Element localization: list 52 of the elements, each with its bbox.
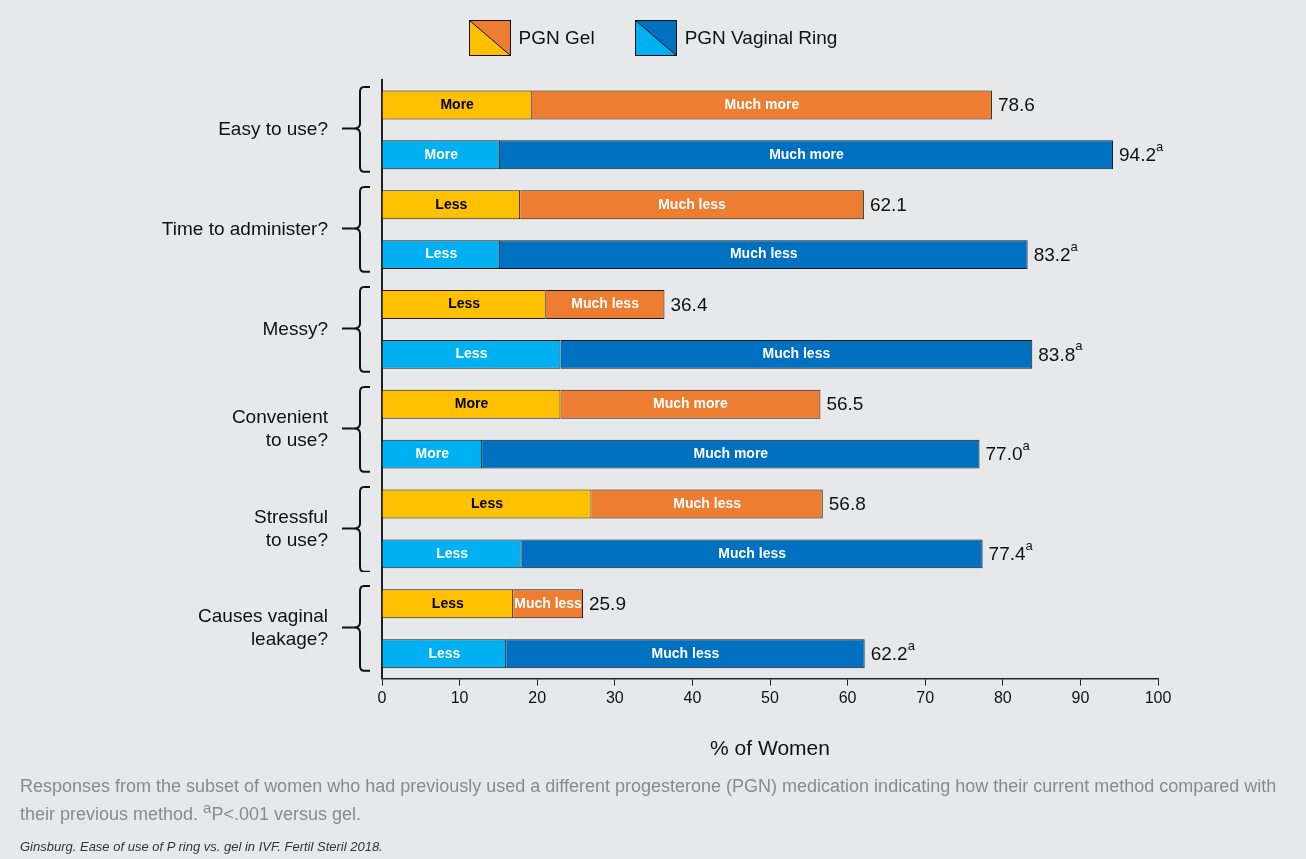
data-label: Less [436, 544, 469, 561]
data-label: Much less [658, 195, 727, 212]
data-label: Much less [651, 644, 720, 661]
y-tick-label: Easy to use? [218, 118, 328, 140]
x-tick-label: 30 [605, 688, 624, 706]
y-tick-label: Convenient to use? [231, 405, 329, 450]
data-label: Less [471, 494, 504, 511]
data-label: More [454, 395, 489, 412]
legend-label: PGN Vaginal Ring [684, 27, 838, 49]
data-label: Much less [729, 245, 798, 262]
x-tick-label: 80 [993, 688, 1012, 706]
data-label: More [415, 444, 450, 461]
total-label: 56.5 [826, 393, 864, 415]
x-tick-label: 20 [528, 688, 547, 706]
data-label: Much more [724, 95, 800, 112]
data-label: Much less [673, 494, 742, 511]
text: Responses from the subset of women who had previously used a different progesterone (PGN) medication indicating how their current method compared with their previous method. $^{a}$P<.001 versus gel. [20, 776, 1278, 825]
y-tick-label: Messy? [262, 317, 328, 339]
x-axis-title: % of Women [710, 736, 830, 760]
text: Ginsburg. Ease of use of P ring vs. gel in IVF. Fertil Steril 2018. [20, 839, 384, 854]
x-tick-label: 90 [1071, 688, 1090, 706]
total-label: 62.1 [869, 193, 907, 215]
x-tick-label: 40 [683, 688, 702, 706]
data-label: Much less [571, 295, 640, 312]
data-label: Much less [762, 345, 831, 362]
x-tick-label: 60 [838, 688, 857, 706]
x-tick-label: 50 [761, 688, 779, 706]
data-label: Less [428, 644, 461, 661]
total-label: 56.8 [828, 493, 866, 515]
legend-label: PGN Gel [518, 27, 595, 49]
data-label: Less [455, 345, 488, 362]
total-label: 36.4 [670, 293, 708, 315]
data-label: Less [431, 594, 464, 611]
x-tick-label: 0 [377, 688, 387, 706]
total-label: 78.6 [997, 94, 1035, 116]
data-label: Less [435, 195, 468, 212]
total-label: 25.9 [588, 593, 626, 615]
data-label: Less [425, 245, 458, 262]
data-label: Much less [514, 594, 583, 611]
y-tick-label: Causes vaginal leakage? [198, 605, 328, 650]
x-tick-label: 70 [916, 688, 935, 706]
data-label: More [440, 95, 475, 112]
data-label: Less [448, 295, 481, 312]
data-label: Much less [718, 544, 787, 561]
y-tick-label: Time to administer? [161, 217, 328, 239]
x-tick-label: 100 [1144, 688, 1172, 706]
data-label: More [424, 145, 459, 162]
data-label: Much more [769, 145, 845, 162]
data-label: Much more [693, 444, 769, 461]
data-label: Much more [653, 395, 729, 412]
y-tick-label: Stressful to use? [254, 505, 328, 550]
x-tick-label: 10 [450, 688, 469, 706]
